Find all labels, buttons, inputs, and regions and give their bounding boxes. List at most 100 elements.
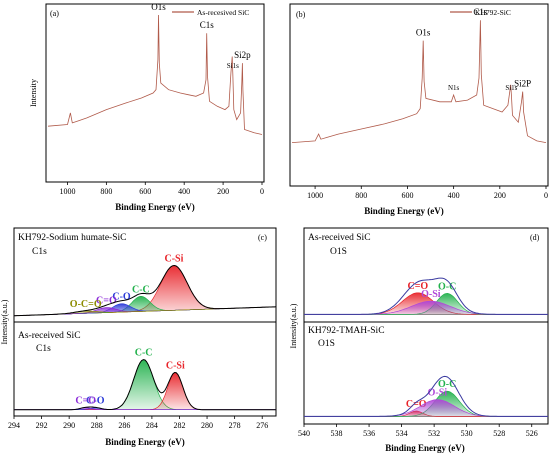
panel-d-tick-label: 540 [298,429,310,438]
panel-d-tick-label: 530 [461,429,473,438]
panel-c: (c) Intensity(a.u.) Binding Energy (eV) … [0,227,277,447]
panel-d-bottom-title: KH792-TMAH-SiC [308,326,385,336]
panel-d-top-envelope [304,277,548,315]
panel-b-tick-label: 800 [355,191,367,200]
panel-b-survey-line [291,20,547,143]
panel-b-peak-label: C1s [473,7,488,17]
panel-b-tick-label: 0 [544,191,548,200]
panel-d-tick-label: 526 [526,429,538,438]
panel-c-ylabel: Intensity(a.u.) [0,299,9,344]
panel-b-peak-label: O1s [416,28,431,38]
panel-c-tick-label: 290 [63,421,75,430]
panel-d: (d) Intensity(a.u.) Binding Energy (eV) … [289,227,549,453]
panel-c-xlabel: Binding Energy (eV) [105,437,185,447]
panel-c-top-title: KH792-Sodium humate-SiC [18,233,126,243]
panel-c-tick-label: 276 [256,421,268,430]
panel-a-peak-label: O1s [151,2,166,12]
panel-c-top-peak-label: C=O [96,296,117,307]
panel-d-xticks: 540 538 536 534 532 530 528 526 [298,424,538,438]
panel-a-tick-label: 400 [178,187,190,196]
panel-d-top-peak-label: C=O [408,281,429,292]
panel-d-tick-label: 536 [363,429,375,438]
panel-a-survey-line [47,14,263,135]
panel-d-top-peak-label: O-C [438,281,456,292]
panel-c-top-fit: C-Si C-CC-OC=OO-C=O [13,253,277,317]
panel-d-tick-label: 532 [428,429,440,438]
panel-c-tick-label: 294 [8,421,20,430]
panel-d-top-fit: C=O O-CO-Si [304,277,548,315]
panel-a-peak-labels: O1s C1s Si1s Si2p [151,2,251,70]
panel-c-bottom-peak-c-o-fill [14,407,276,410]
panel-a-peak-label: Si2p [234,50,251,60]
panel-c-xticks: 294 292 290 288 286 284 282 280 278 276 [8,416,268,430]
panel-c-tick-label: 278 [229,421,241,430]
panel-c-top-subtitle: C1s [32,247,47,257]
panel-d-ylabel: Intensity(a.u.) [289,303,298,348]
panel-a-xticks: 1000 800 600 400 200 0 [59,182,264,196]
panel-a-xlabel: Binding Energy (eV) [115,202,195,212]
panel-d-bottom-envelope [304,375,548,417]
panel-c-top-peak-c-c-fill [14,296,276,316]
panel-c-bottom-subtitle: C1s [36,344,51,354]
panel-d-label: (d) [530,233,540,242]
panel-c-bottom-fit: C-C C-Si C-OC=O [14,348,276,411]
panel-a-peak-label: Si1s [227,62,239,70]
panel-a-ylabel: Intensity [29,79,38,107]
panel-a-label: (a) [50,9,59,18]
panel-b-legend: KH792-SiC [475,8,511,17]
panel-c-tick-label: 286 [118,421,130,430]
panel-d-bottom-peak-label: C=O [406,399,427,410]
panel-d-top-title: As-received SiC [308,233,371,243]
panel-c-label: (c) [258,233,267,242]
panel-a-frame [45,3,265,183]
panel-b-peak-label: Si2P [514,79,531,89]
panel-d-top-subtitle: O1S [330,247,347,257]
panel-c-tick-label: 280 [201,421,213,430]
panel-a-tick-label: 0 [260,187,264,196]
panel-c-bottom-peak-label: C=O [75,396,96,407]
panel-d-bottom-peak-label: O-Si [428,388,448,399]
panel-b-tick-label: 1000 [307,191,323,200]
panel-c-top-peak-label: C-O [112,292,131,303]
panel-d-bottom-fit: C=O O-CO-Si [304,375,548,417]
panel-c-top-peak-label: O-C=O [70,299,102,310]
panel-b-peak-label: Si1s [505,84,517,92]
panel-c-top-peak-label: C-Si [165,253,184,264]
panel-b-label: (b) [296,10,306,19]
panel-c-bottom-peak-c-c-fill [14,359,276,410]
panel-a-peak-label: C1s [200,20,215,30]
panel-c-tick-label: 284 [146,421,158,430]
panel-d-bottom-peak-o-si-fill [304,399,548,417]
panel-d-top-peak-label: O-Si [421,289,441,300]
panel-b: (b) KH792-SiC Binding Energy (eV) 1000 80… [289,3,549,216]
panel-a-tick-label: 200 [217,187,229,196]
panel-d-bottom-subtitle: O1S [318,339,335,349]
panel-d-tick-label: 538 [331,429,343,438]
panel-c-bottom-peak-label: C-C [135,348,153,359]
panel-c-top-peak-label: C-C [132,284,150,295]
panel-a-tick-label: 800 [100,187,112,196]
panel-d-xlabel: Binding Energy (eV) [385,443,465,453]
panel-c-bottom-peak-label: C-Si [166,361,185,372]
panel-b-tick-label: 400 [448,191,460,200]
panel-c-tick-label: 282 [173,421,185,430]
panel-b-tick-label: 600 [401,191,413,200]
panel-c-bottom-peak-label: C-O [86,396,105,407]
panel-d-top-peak-o-si-fill [304,301,548,315]
panel-c-top-envelope [13,264,277,317]
panel-c-tick-label: 292 [36,421,48,430]
panel-c-tick-label: 288 [91,421,103,430]
panel-b-frame [289,3,549,187]
panel-d-bottom-peak-label: O-C [438,379,456,390]
panel-b-xlabel: Binding Energy (eV) [364,206,444,216]
panel-d-frame [303,227,549,425]
panel-a-tick-label: 1000 [59,187,75,196]
panel-b-peak-label: N1s [448,84,460,92]
panel-b-tick-label: 200 [494,191,506,200]
panel-a-legend: As-recesived SiC [197,8,249,17]
panel-c-bottom-title: As-received SiC [18,331,81,341]
panel-b-xticks: 1000 800 600 400 200 0 [307,186,548,200]
panel-a: (a) As-recesived SiC Intensity Binding E… [29,2,265,212]
panel-d-tick-label: 534 [396,429,408,438]
